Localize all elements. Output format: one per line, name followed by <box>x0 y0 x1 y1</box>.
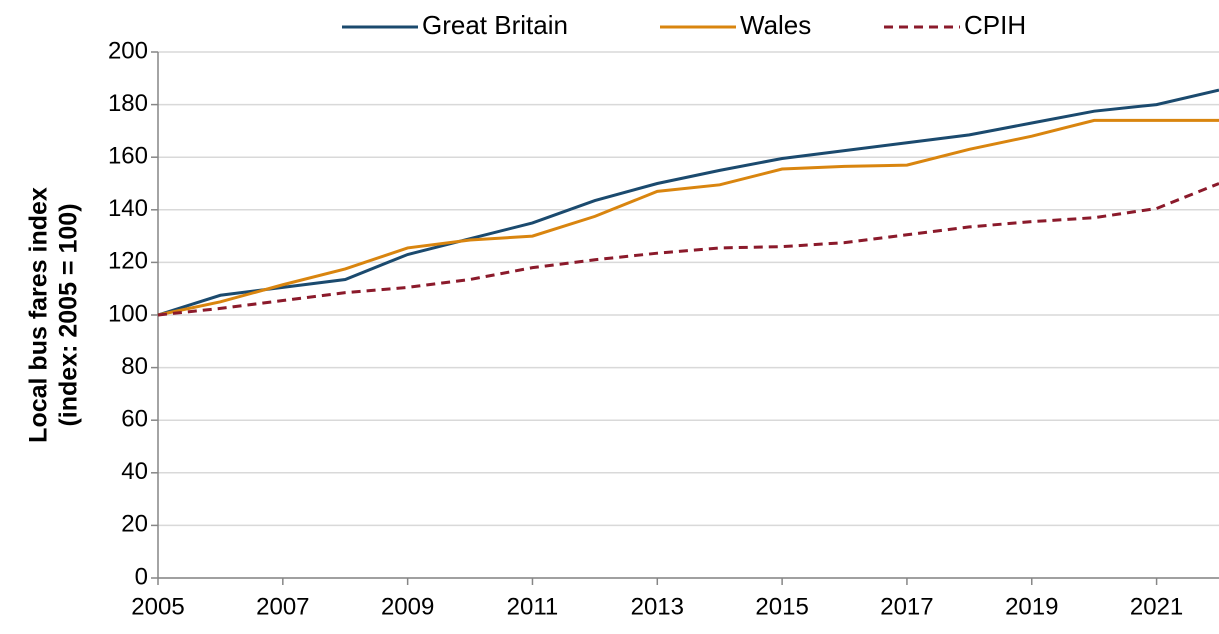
y-axis-title-line: Local bus fares index <box>25 187 53 443</box>
x-tick-label: 2017 <box>880 593 933 620</box>
legend-label: Great Britain <box>422 10 568 40</box>
legend-label: Wales <box>740 10 811 40</box>
y-tick-label: 20 <box>121 511 148 538</box>
series-line <box>157 88 1219 317</box>
y-tick-label: 160 <box>108 143 148 170</box>
x-tick-label: 2009 <box>381 593 434 620</box>
legend-label: CPIH <box>964 10 1026 40</box>
y-tick-label: 120 <box>108 248 148 275</box>
y-axis-title: Local bus fares index (index: 2005 = 100… <box>25 187 83 443</box>
y-tick-label: 180 <box>108 90 148 117</box>
series-line <box>157 118 1219 317</box>
series-line <box>157 182 1219 317</box>
x-tick-label: 2005 <box>131 593 184 620</box>
y-tick-label: 0 <box>135 563 148 590</box>
x-tick-label: 2007 <box>256 593 309 620</box>
y-tick-label: 60 <box>121 406 148 433</box>
x-tick-label: 2013 <box>631 593 684 620</box>
x-tick-label: 2011 <box>507 593 559 620</box>
y-axis-title-line: (index: 2005 = 100) <box>55 203 83 426</box>
y-tick-label: 80 <box>121 353 148 380</box>
y-tick-label: 100 <box>108 300 148 327</box>
y-tick-label: 40 <box>121 458 148 485</box>
y-tick-label: 140 <box>108 195 148 222</box>
x-tick-label: 2021 <box>1130 593 1183 620</box>
x-tick-label: 2015 <box>755 593 808 620</box>
x-tick-label: 2019 <box>1005 593 1058 620</box>
y-tick-label: 200 <box>108 37 148 64</box>
